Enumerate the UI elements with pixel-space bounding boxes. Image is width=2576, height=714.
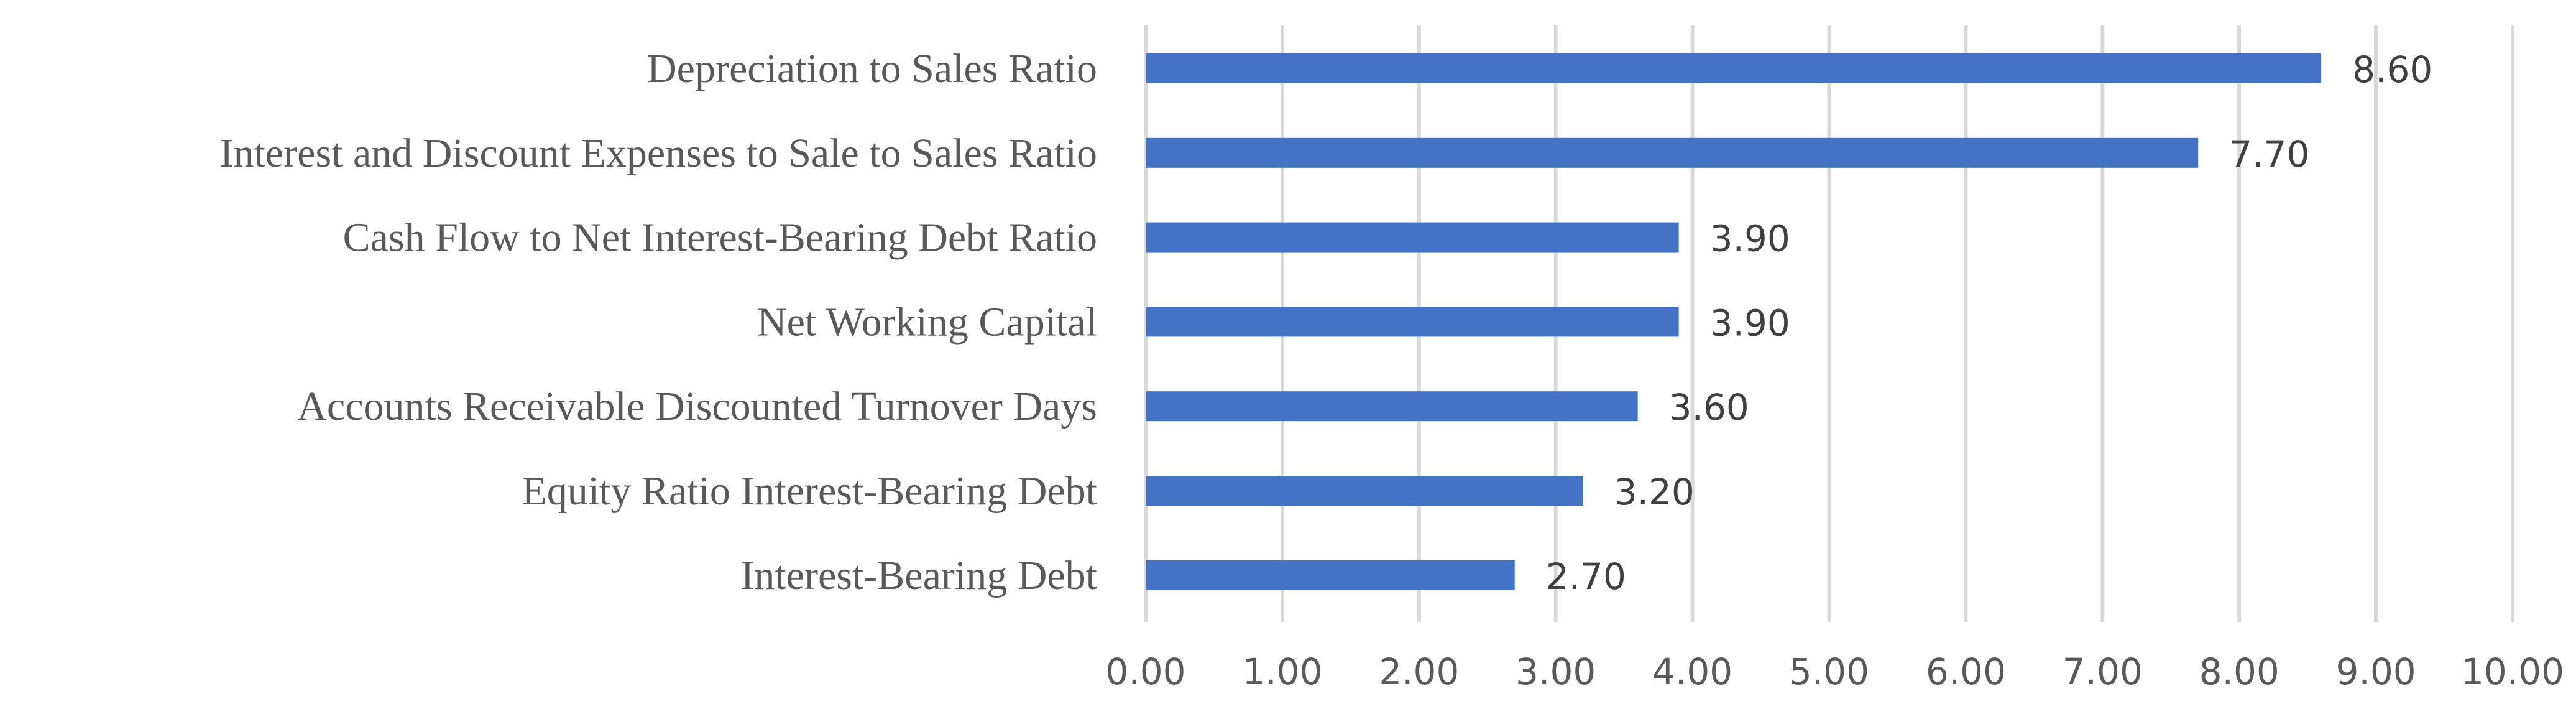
x-tick-label: 9.00 [2336, 651, 2416, 693]
value-labels: 8.60 7.70 3.90 3.90 3.60 3.20 2.70 [1546, 49, 2433, 598]
data-label: 3.60 [1669, 386, 1749, 429]
x-tick-label: 0.00 [1105, 651, 1185, 693]
category-label: Net Working Capital [757, 299, 1097, 345]
category-label: Interest-Bearing Debt [740, 553, 1097, 598]
bar [1146, 222, 1679, 253]
gridlines [1144, 25, 2514, 622]
category-label: Interest and Discount Expenses to Sale t… [220, 131, 1097, 176]
x-axis-tick-labels: 0.00 1.00 2.00 3.00 4.00 5.00 6.00 7.00 8.00 9.00… [1105, 651, 2564, 693]
x-tick-label: 3.00 [1516, 651, 1596, 693]
data-label: 2.70 [1546, 555, 1626, 598]
category-labels: Depreciation to Sales Ratio Interest and … [220, 46, 1097, 598]
bars [1146, 53, 2322, 590]
data-label: 3.90 [1710, 218, 1790, 260]
x-tick-label: 4.00 [1652, 651, 1732, 693]
x-tick-label: 1.00 [1242, 651, 1322, 693]
category-label: Equity Ratio Interest-Bearing Debt [522, 468, 1097, 514]
x-tick-label: 8.00 [2199, 651, 2279, 693]
bar [1146, 560, 1515, 590]
category-label: Accounts Receivable Discounted Turnover … [297, 384, 1097, 429]
data-label: 8.60 [2352, 49, 2432, 91]
bar [1146, 307, 1679, 337]
x-tick-label: 6.00 [1926, 651, 2006, 693]
x-tick-label: 5.00 [1789, 651, 1869, 693]
bar [1146, 53, 2322, 83]
x-tick-label: 7.00 [2063, 651, 2143, 693]
category-label: Cash Flow to Net Interest-Bearing Debt R… [343, 215, 1097, 261]
x-tick-label: 2.00 [1379, 651, 1459, 693]
category-label: Depreciation to Sales Ratio [647, 46, 1097, 91]
data-label: 3.20 [1614, 471, 1695, 513]
bar [1146, 476, 1583, 506]
data-label: 7.70 [2229, 133, 2309, 175]
data-label: 3.90 [1710, 302, 1790, 344]
bar [1146, 391, 1638, 422]
bar [1146, 137, 2199, 168]
x-tick-label: 10.00 [2461, 651, 2564, 693]
